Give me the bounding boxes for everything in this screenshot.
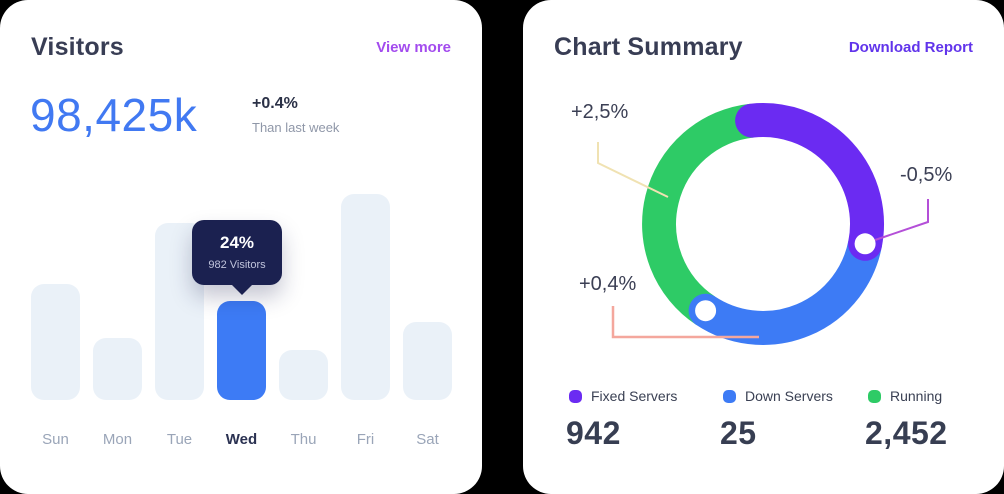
bar-label-sun: Sun (42, 431, 69, 448)
legend-label: Fixed Servers (591, 388, 678, 404)
view-more-link[interactable]: View more (376, 39, 451, 56)
download-report-link[interactable]: Download Report (848, 39, 973, 56)
legend-value-down-servers: 25 (720, 415, 757, 451)
donut-segment-fixed-servers[interactable] (735, 103, 884, 261)
legend-row: Down Servers (723, 388, 833, 404)
bar-wed[interactable] (217, 301, 266, 400)
summary-card-header: Chart Summary Download Report (554, 33, 973, 62)
legend-row: Fixed Servers (569, 388, 677, 404)
legend-item-fixed-servers: Fixed Servers 942 (566, 388, 677, 452)
legend-dot-fixed-servers (569, 389, 582, 403)
bar-label-wed: Wed (225, 431, 258, 448)
tooltip-caption: 982 Visitors (208, 259, 266, 271)
legend-item-running: Running 2,452 (865, 388, 948, 452)
chart-summary-title: Chart Summary (554, 33, 743, 61)
delta-percent: +0.4% (252, 95, 298, 112)
visitors-card: Visitors View more 98,425k +0.4% Than la… (0, 0, 482, 494)
bar-sun[interactable] (31, 284, 80, 400)
legend-value-running: 2,452 (865, 415, 948, 451)
bar-sat[interactable] (403, 322, 452, 400)
legend-row: Running (868, 388, 948, 404)
bar-fri[interactable] (341, 194, 390, 400)
bar-label-thu: Thu (290, 431, 317, 448)
legend-dot-down-servers (723, 389, 736, 403)
chart-summary-card: Chart Summary Download Report +2,5% -0,5… (523, 0, 1004, 494)
tooltip-pointer-icon (231, 284, 253, 295)
bar-thu[interactable] (279, 350, 328, 400)
bar-mon[interactable] (93, 338, 142, 400)
tooltip-percent: 24% (219, 233, 255, 252)
bar-label-sat: Sat (416, 431, 439, 448)
donut-segment-down-servers[interactable] (688, 226, 883, 345)
annotation-running: +2,5% (571, 101, 629, 123)
bar-label-fri: Fri (356, 431, 375, 448)
bar-label-tue: Tue (166, 431, 193, 448)
legend-label: Down Servers (745, 388, 833, 404)
legend-dot-running (868, 389, 881, 403)
weekly-delta: +0.4% Than last week (252, 95, 339, 135)
visitors-title: Visitors (31, 33, 124, 61)
delta-caption: Than last week (252, 120, 340, 135)
visitors-card-header: Visitors View more (31, 33, 451, 62)
annotation-fixed: -0,5% (900, 164, 953, 186)
legend-value-fixed-servers: 942 (566, 415, 621, 451)
bar-tooltip: 24% 982 Visitors (192, 220, 282, 295)
visitors-bar-chart: Sun Mon Tue Wed Thu Fri Sat (0, 0, 482, 494)
bar-label-mon: Mon (102, 431, 133, 448)
annotation-down: +0,4% (579, 273, 637, 295)
legend-item-down-servers: Down Servers 25 (720, 388, 833, 452)
donut-segment-running[interactable] (642, 103, 755, 325)
legend-label: Running (890, 388, 943, 404)
total-visitors-value: 98,425k (30, 89, 198, 141)
